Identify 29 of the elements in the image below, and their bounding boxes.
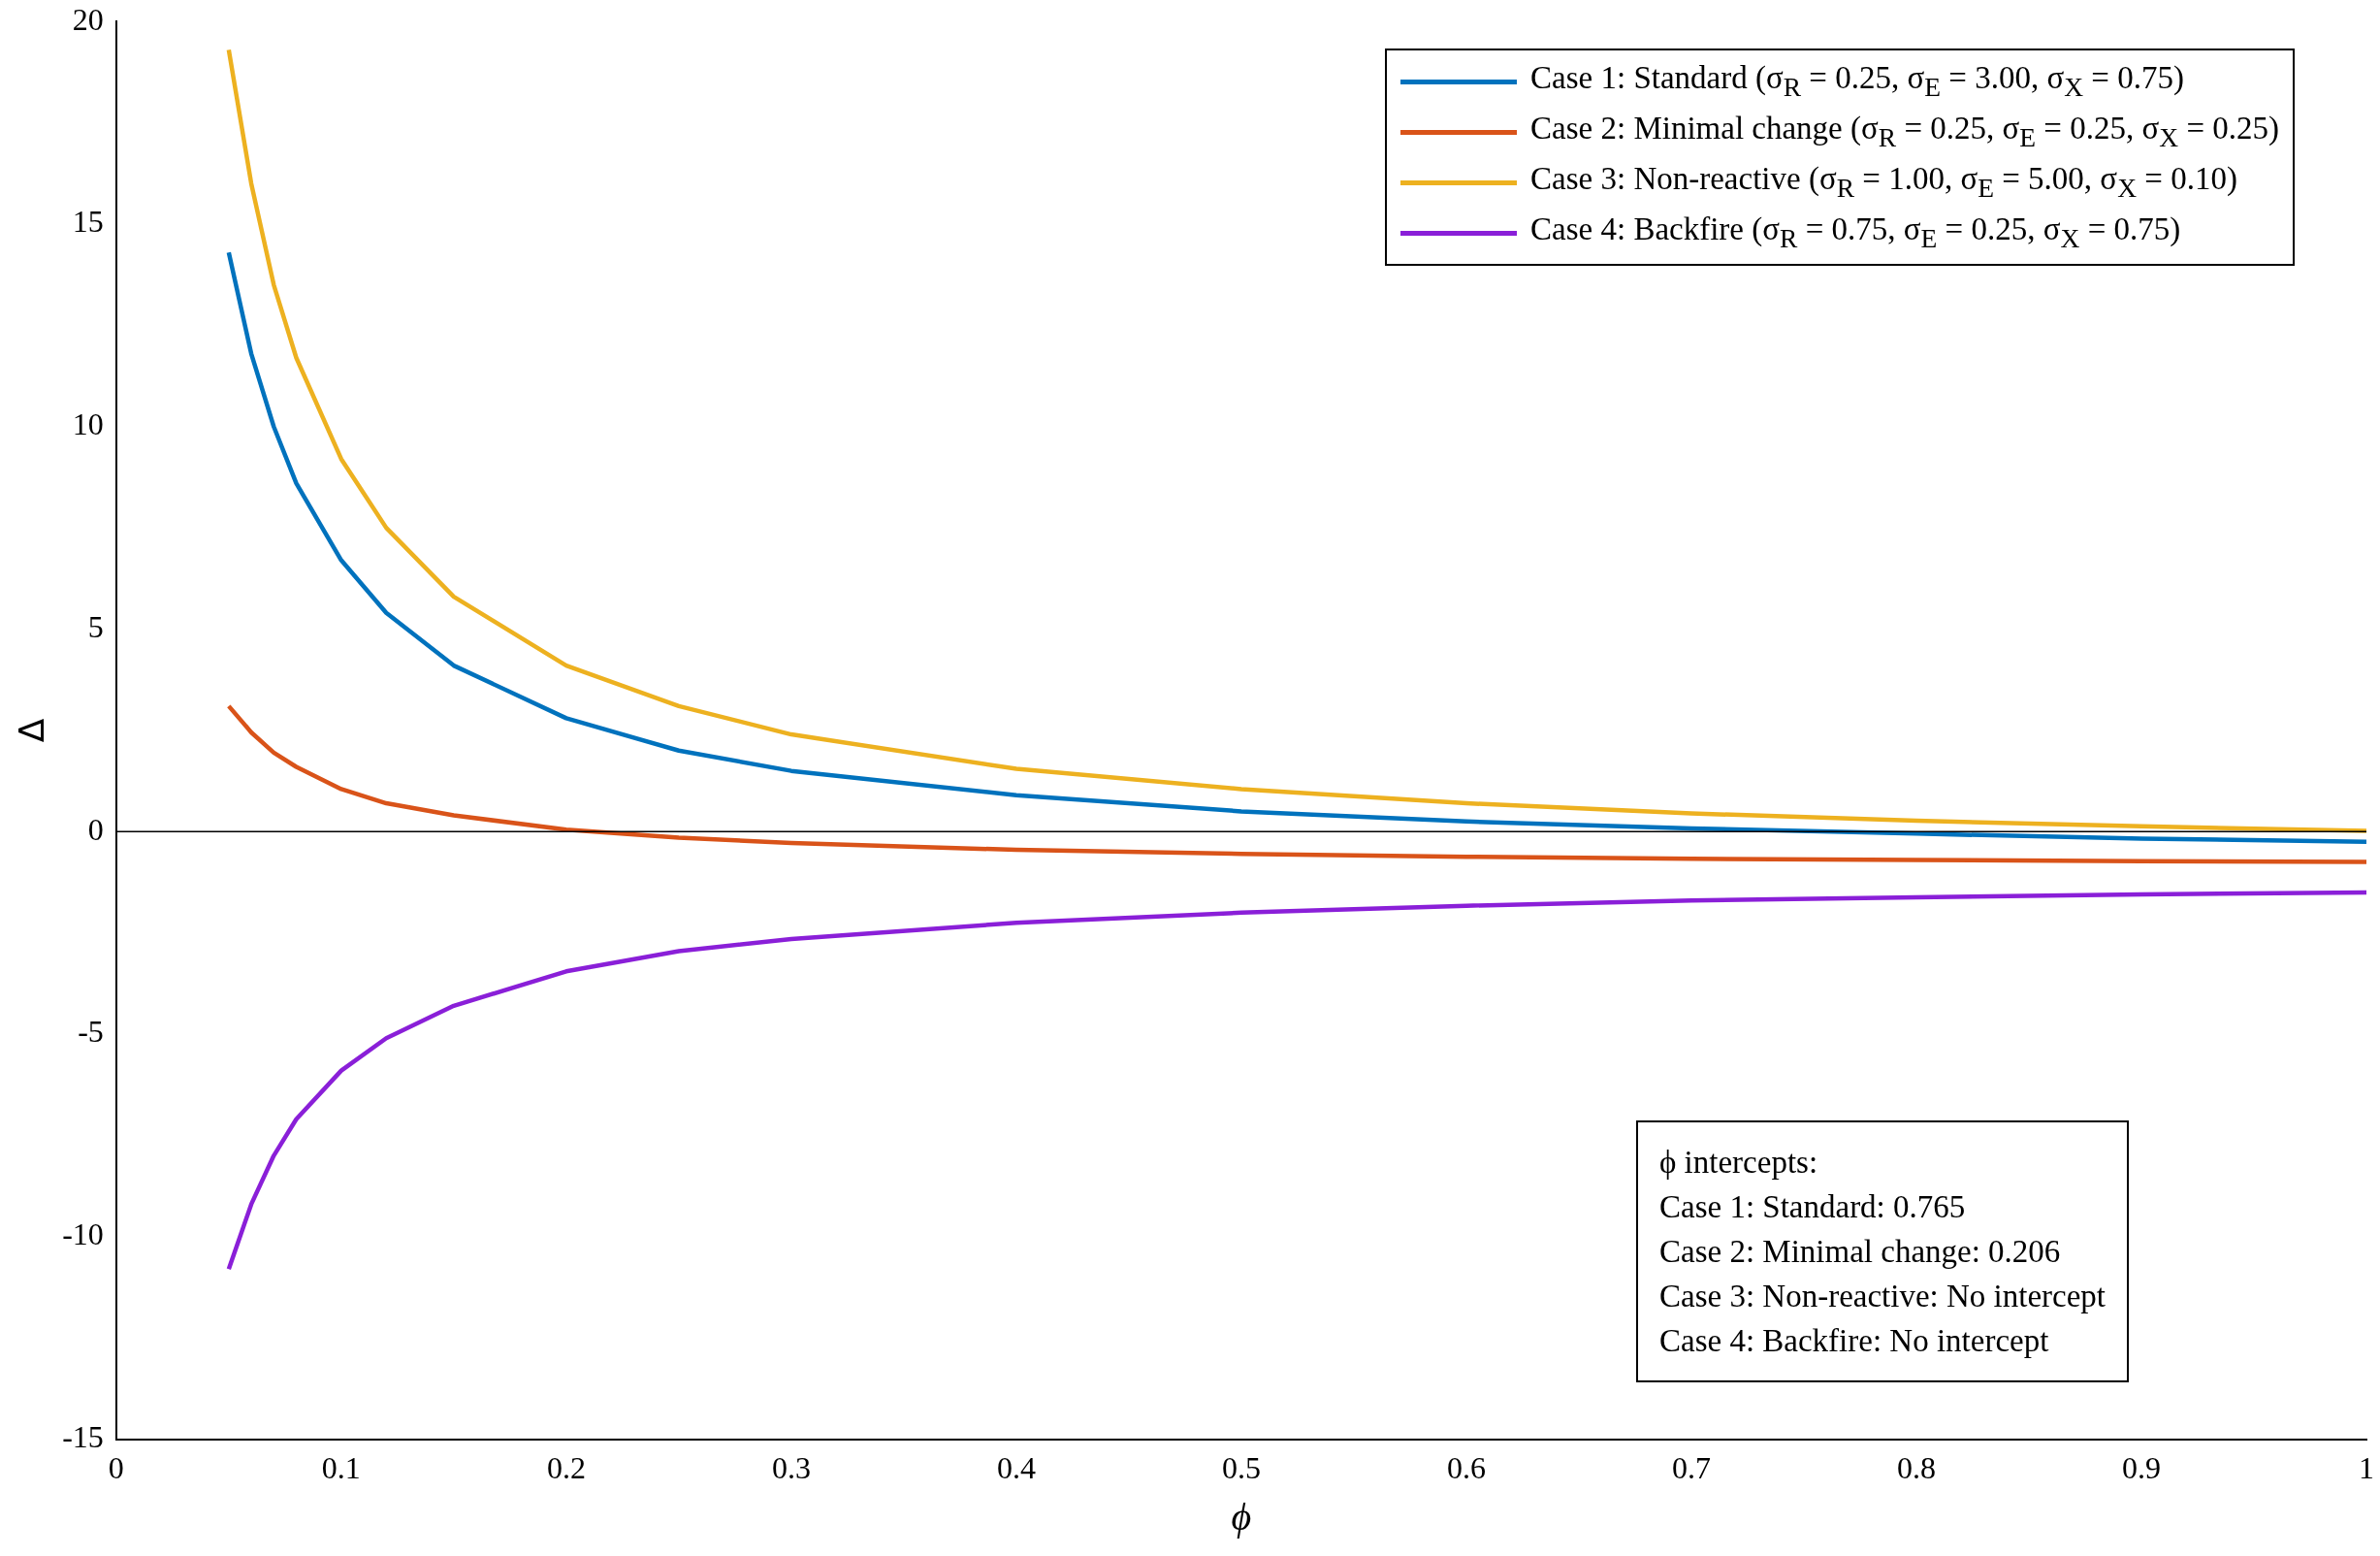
y-tick-label: -5	[78, 1014, 104, 1050]
x-tick-label: 0.6	[1446, 1450, 1486, 1486]
x-tick-label: 0.2	[546, 1450, 586, 1486]
x-tick-label: 0.1	[321, 1450, 361, 1486]
legend-label: Case 3: Non-reactive (σ$_{R}$ = 1.00, σ$_{E}$ = 5.00, σ$_{X}$ = 0.10)	[1530, 161, 2237, 204]
x-tick-label: 0.7	[1671, 1450, 1711, 1486]
legend-label: Case 1: Standard (σ$_{R}$ = 0.25, σ$_{E}$ = 3.00, σ$_{X}$ = 0.75)	[1530, 60, 2184, 103]
y-tick-label: 15	[72, 204, 104, 240]
annotation: Case 3: Non-reactive: No intercept	[1659, 1278, 2106, 1315]
y-tick-label: 10	[72, 406, 104, 442]
y-tick-label: 5	[87, 608, 104, 644]
x-tick-label: 0.5	[1221, 1450, 1261, 1486]
x-axis-title: ϕ	[1231, 1494, 1252, 1539]
x-tick-label: 1	[2359, 1450, 2374, 1486]
annotation: Case 2: Minimal change: 0.206	[1659, 1233, 2062, 1271]
annotation: ϕ intercepts:	[1659, 1144, 1819, 1182]
annotation: Case 1: Standard: 0.765	[1659, 1188, 1967, 1226]
annotation: Case 4: Backfire: No intercept	[1659, 1322, 2050, 1360]
x-tick-label: 0.9	[2121, 1450, 2161, 1486]
legend-label: Case 2: Minimal change (σ$_{R}$ = 0.25, σ$_{E}$ = 0.25, σ$_{X}$ = 0.25)	[1530, 111, 2279, 153]
y-tick-label: 0	[87, 811, 104, 847]
y-tick-label: 20	[72, 1, 104, 37]
x-tick-label: 0.3	[771, 1450, 811, 1486]
x-tick-label: 0.4	[996, 1450, 1036, 1486]
x-tick-label: 0.8	[1896, 1450, 1936, 1486]
legend-label: Case 4: Backfire (σ$_{R}$ = 0.75, σ$_{E}$ = 0.25, σ$_{X}$ = 0.75)	[1530, 211, 2181, 254]
y-tick-label: -10	[62, 1216, 104, 1252]
y-axis-title: Δ	[11, 718, 51, 743]
y-tick-label: -15	[62, 1419, 104, 1455]
